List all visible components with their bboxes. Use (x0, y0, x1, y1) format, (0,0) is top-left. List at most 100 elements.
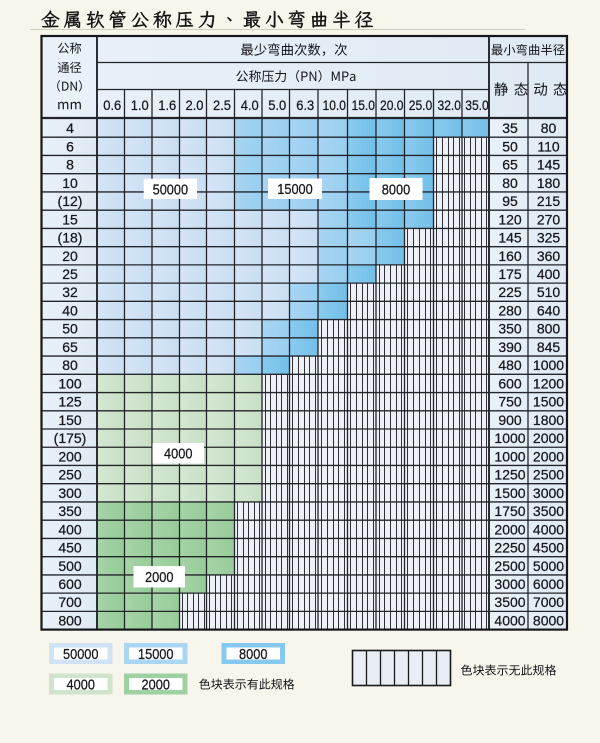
svg-text:350: 350 (58, 503, 82, 519)
svg-text:7000: 7000 (533, 594, 564, 610)
svg-text:2500: 2500 (494, 558, 525, 574)
svg-text:15000: 15000 (138, 646, 174, 663)
svg-text:8000: 8000 (382, 181, 410, 198)
svg-text:20: 20 (62, 248, 78, 264)
svg-text:5.0: 5.0 (268, 97, 286, 113)
svg-text:125: 125 (58, 394, 82, 410)
svg-text:95: 95 (502, 193, 518, 209)
svg-text:175: 175 (498, 266, 522, 282)
svg-text:110: 110 (537, 138, 560, 154)
svg-text:80: 80 (62, 357, 78, 373)
svg-text:8000: 8000 (239, 646, 267, 663)
svg-text:225: 225 (498, 284, 522, 300)
svg-text:845: 845 (537, 339, 561, 355)
svg-text:(18): (18) (58, 230, 83, 246)
svg-text:1200: 1200 (533, 375, 564, 391)
svg-text:65: 65 (502, 157, 518, 173)
svg-text:700: 700 (58, 594, 82, 610)
svg-text:32.0: 32.0 (438, 97, 462, 113)
svg-text:25: 25 (62, 266, 78, 282)
svg-text:3500: 3500 (533, 503, 564, 519)
svg-text:20.0: 20.0 (380, 97, 404, 113)
svg-text:25.0: 25.0 (409, 97, 433, 113)
svg-text:10.0: 10.0 (323, 97, 347, 113)
svg-text:325: 325 (537, 230, 561, 246)
svg-text:1.0: 1.0 (131, 97, 149, 113)
svg-text:120: 120 (498, 211, 522, 227)
svg-text:0.6: 0.6 (103, 97, 121, 113)
svg-text:8000: 8000 (533, 612, 564, 628)
svg-text:5000: 5000 (533, 558, 564, 574)
svg-text:50: 50 (62, 321, 78, 337)
svg-text:10: 10 (62, 175, 78, 191)
svg-text:15: 15 (62, 211, 78, 227)
svg-text:35: 35 (502, 120, 518, 136)
svg-text:50: 50 (502, 138, 518, 154)
svg-text:6: 6 (66, 138, 74, 154)
svg-text:2.0: 2.0 (186, 97, 204, 113)
svg-text:1800: 1800 (533, 412, 564, 428)
svg-text:400: 400 (537, 266, 561, 282)
svg-text:3500: 3500 (494, 594, 525, 610)
svg-text:4500: 4500 (533, 540, 564, 556)
svg-text:2250: 2250 (494, 540, 525, 556)
svg-text:4000: 4000 (533, 521, 564, 537)
svg-text:145: 145 (498, 230, 522, 246)
svg-text:4.0: 4.0 (241, 97, 259, 113)
svg-text:80: 80 (502, 175, 518, 191)
svg-text:600: 600 (58, 576, 82, 592)
svg-text:40: 40 (62, 302, 78, 318)
svg-text:145: 145 (537, 157, 561, 173)
svg-text:1000: 1000 (533, 357, 564, 373)
svg-text:1000: 1000 (494, 430, 525, 446)
svg-text:200: 200 (58, 448, 82, 464)
svg-text:2000: 2000 (145, 569, 173, 586)
svg-text:1500: 1500 (533, 394, 564, 410)
svg-text:100: 100 (58, 375, 82, 391)
svg-text:900: 900 (498, 412, 522, 428)
svg-text:4: 4 (66, 120, 74, 136)
svg-text:800: 800 (537, 321, 561, 337)
svg-text:250: 250 (58, 467, 82, 483)
svg-text:300: 300 (58, 485, 82, 501)
svg-text:750: 750 (498, 394, 522, 410)
svg-text:3000: 3000 (494, 576, 525, 592)
svg-text:600: 600 (498, 375, 522, 391)
svg-text:15000: 15000 (277, 181, 313, 198)
svg-text:1750: 1750 (494, 503, 525, 519)
svg-text:1250: 1250 (494, 467, 525, 483)
svg-text:80: 80 (541, 120, 557, 136)
svg-text:390: 390 (498, 339, 522, 355)
svg-text:2000: 2000 (533, 448, 564, 464)
svg-text:4000: 4000 (67, 676, 95, 693)
svg-text:350: 350 (498, 321, 522, 337)
svg-text:800: 800 (58, 612, 82, 628)
svg-text:2000: 2000 (533, 430, 564, 446)
svg-text:360: 360 (537, 248, 561, 264)
svg-text:640: 640 (537, 302, 561, 318)
svg-text:280: 280 (498, 302, 522, 318)
svg-text:500: 500 (58, 558, 82, 574)
svg-text:150: 150 (58, 412, 82, 428)
svg-text:6000: 6000 (533, 576, 564, 592)
svg-text:400: 400 (58, 521, 82, 537)
svg-text:270: 270 (537, 211, 561, 227)
svg-text:1.6: 1.6 (158, 97, 176, 113)
svg-text:2500: 2500 (533, 467, 564, 483)
svg-text:510: 510 (537, 284, 561, 300)
svg-text:50000: 50000 (153, 181, 189, 198)
svg-text:50000: 50000 (63, 646, 99, 663)
svg-text:4000: 4000 (164, 446, 192, 463)
svg-text:2000: 2000 (494, 521, 525, 537)
svg-text:3000: 3000 (533, 485, 564, 501)
svg-text:215: 215 (537, 193, 561, 209)
svg-text:480: 480 (498, 357, 522, 373)
svg-text:35.0: 35.0 (465, 97, 489, 113)
svg-text:2000: 2000 (142, 676, 170, 693)
svg-text:15.0: 15.0 (352, 97, 376, 113)
svg-text:1500: 1500 (494, 485, 525, 501)
svg-text:32: 32 (62, 284, 78, 300)
svg-text:6.3: 6.3 (296, 97, 314, 113)
svg-text:(175): (175) (54, 430, 87, 446)
svg-text:160: 160 (498, 248, 522, 264)
